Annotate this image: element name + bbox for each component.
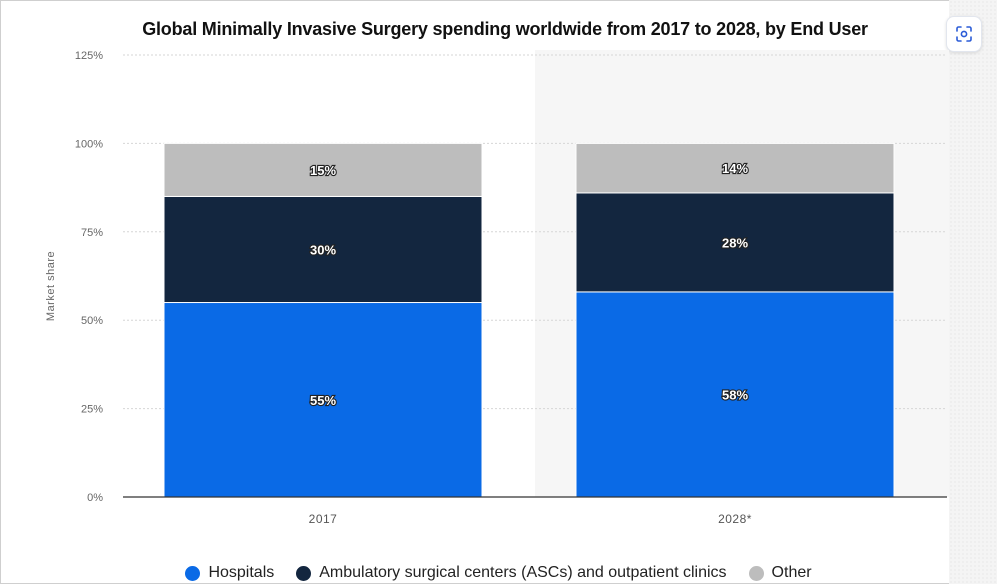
bar-hospitals-0[interactable] bbox=[163, 302, 483, 498]
x-tick-labels: 2017 2028* bbox=[309, 512, 752, 526]
page-background-strip bbox=[949, 0, 997, 584]
screenshot-icon bbox=[956, 26, 972, 42]
bar-data-labels: 55% 30% 15% 58% 28% 14% bbox=[309, 160, 750, 409]
bar-other-0[interactable] bbox=[163, 142, 483, 197]
data-label-hospitals-1: 58% bbox=[722, 387, 748, 402]
chart-title: Global Minimally Invasive Surgery spendi… bbox=[142, 19, 868, 39]
data-label-other-1: 14% bbox=[722, 161, 748, 176]
y-tick-label: 100% bbox=[75, 138, 103, 150]
data-label-other-0: 15% bbox=[310, 163, 336, 178]
legend-label-hospitals: Hospitals bbox=[208, 564, 275, 581]
legend-swatch-ascs bbox=[296, 565, 312, 581]
bar-ascs-1[interactable] bbox=[575, 192, 895, 293]
legend-swatch-hospitals bbox=[185, 565, 201, 581]
legend-label-ascs: Ambulatory surgical centers (ASCs) and o… bbox=[319, 564, 727, 581]
x-tick-label: 2028* bbox=[718, 512, 752, 526]
legend-swatch-other bbox=[748, 565, 764, 581]
data-label-ascs-0: 30% bbox=[310, 242, 336, 257]
legend-item-ascs[interactable]: Ambulatory surgical centers (ASCs) and o… bbox=[296, 564, 727, 582]
y-tick-labels: 0% 25% 50% 75% 100% 125% bbox=[75, 50, 103, 504]
bars bbox=[163, 142, 895, 498]
data-label-hospitals-0: 55% bbox=[310, 393, 336, 408]
y-tick-label: 50% bbox=[81, 315, 103, 327]
x-tick-label: 2017 bbox=[309, 512, 338, 526]
legend: Hospitals Ambulatory surgical centers (A… bbox=[0, 562, 997, 584]
y-tick-label: 75% bbox=[81, 227, 103, 239]
data-label-ascs-1: 28% bbox=[722, 235, 748, 250]
bar-other-1[interactable] bbox=[575, 142, 895, 194]
screenshot-button[interactable] bbox=[946, 16, 982, 52]
bar-ascs-0[interactable] bbox=[163, 195, 483, 304]
legend-label-other: Other bbox=[771, 564, 812, 581]
y-tick-label: 0% bbox=[87, 492, 103, 504]
legend-item-other[interactable]: Other bbox=[748, 564, 812, 582]
bar-hospitals-1[interactable] bbox=[575, 291, 895, 498]
legend-item-hospitals[interactable]: Hospitals bbox=[185, 564, 274, 582]
y-tick-label: 125% bbox=[75, 50, 103, 62]
y-axis-label: Market share bbox=[45, 251, 57, 321]
y-tick-label: 25% bbox=[81, 404, 103, 416]
